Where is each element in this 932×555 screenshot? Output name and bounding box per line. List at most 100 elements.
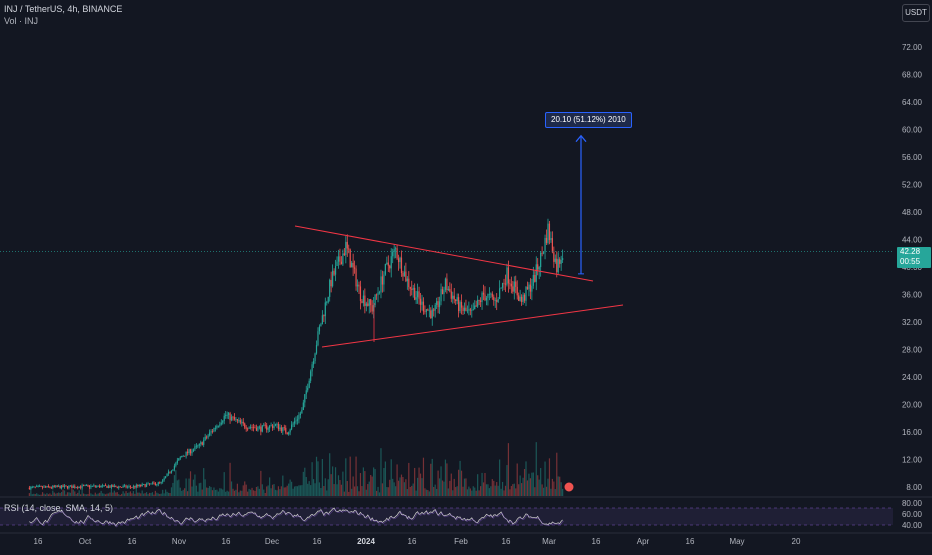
candle-body bbox=[233, 417, 236, 420]
candle-body bbox=[482, 292, 485, 295]
volume-bar bbox=[41, 492, 44, 496]
volume-bar bbox=[118, 494, 120, 496]
rsi-legend[interactable]: RSI (14, close, SMA, 14, 5) bbox=[4, 503, 114, 513]
volume-bar bbox=[207, 487, 209, 496]
volume-bar bbox=[178, 479, 180, 496]
candle-body bbox=[245, 427, 247, 429]
candle-body bbox=[330, 280, 332, 287]
volume-bar bbox=[456, 486, 458, 496]
candle-body bbox=[422, 301, 425, 312]
volume-bar bbox=[213, 487, 215, 496]
volume-bar bbox=[305, 476, 307, 496]
candle-body bbox=[364, 295, 366, 306]
candle-body bbox=[264, 424, 266, 426]
volume-bar bbox=[140, 493, 142, 496]
candle-body bbox=[304, 394, 306, 403]
volume-bar bbox=[131, 493, 133, 496]
candle-body bbox=[80, 486, 82, 488]
volume-bar bbox=[472, 486, 474, 496]
symbol-title[interactable]: INJ / TetherUS, 4h, BINANCE bbox=[4, 4, 123, 14]
candle-body bbox=[125, 485, 127, 488]
candle-body bbox=[368, 299, 370, 306]
volume-bar bbox=[128, 492, 130, 496]
candle-body bbox=[471, 309, 473, 311]
candle-body bbox=[195, 445, 197, 447]
volume-bar bbox=[497, 485, 499, 496]
candle-body bbox=[487, 294, 489, 298]
triangle-lower-trendline bbox=[321, 304, 624, 348]
volume-bar bbox=[380, 448, 382, 496]
candle-body bbox=[181, 456, 183, 458]
candle-body bbox=[277, 423, 280, 430]
bar-countdown: 00:55 bbox=[900, 257, 921, 266]
candle-body bbox=[481, 292, 483, 303]
volume-bar bbox=[540, 468, 542, 496]
candle-body bbox=[148, 483, 151, 485]
volume-bar bbox=[354, 486, 356, 496]
volume-bar bbox=[485, 484, 488, 496]
volume-bar bbox=[296, 486, 299, 496]
candle-body bbox=[500, 287, 502, 289]
candle-body bbox=[40, 486, 42, 487]
volume-bar bbox=[496, 482, 498, 496]
chart-legend: INJ / TetherUS, 4h, BINANCE Vol · INJ bbox=[4, 3, 122, 27]
candle-body bbox=[441, 289, 444, 295]
candle-body bbox=[312, 361, 315, 365]
volume-bar bbox=[176, 480, 178, 496]
volume-bar bbox=[349, 456, 351, 496]
candle-body bbox=[326, 302, 328, 304]
candle-body bbox=[455, 299, 457, 302]
volume-bar bbox=[314, 483, 316, 496]
volume-bar bbox=[266, 486, 268, 496]
candle-body bbox=[529, 284, 531, 292]
candle-body bbox=[201, 442, 203, 445]
candle-body bbox=[496, 300, 498, 302]
currency-button[interactable]: USDT bbox=[902, 4, 930, 22]
candle-body bbox=[99, 485, 101, 488]
volume-bar bbox=[115, 492, 117, 496]
volume-bar bbox=[285, 487, 287, 496]
volume-bar bbox=[61, 491, 63, 496]
volume-bar bbox=[135, 488, 137, 496]
volume-bar bbox=[263, 489, 265, 496]
candle-body bbox=[200, 442, 202, 444]
candle-body bbox=[342, 253, 344, 265]
candle-body bbox=[39, 486, 41, 487]
volume-bar bbox=[141, 490, 143, 496]
candle-body bbox=[257, 426, 259, 431]
volume-bar bbox=[396, 464, 398, 496]
candle-body bbox=[31, 486, 33, 488]
candle-body bbox=[425, 309, 427, 312]
volume-bar bbox=[468, 486, 470, 496]
volume-bar bbox=[545, 486, 548, 496]
volume-bar bbox=[326, 490, 328, 496]
candle-body bbox=[375, 294, 378, 296]
volume-bar bbox=[194, 474, 196, 496]
x-tick-label: Nov bbox=[172, 537, 186, 546]
volume-bar bbox=[43, 493, 45, 496]
volume-bar bbox=[446, 463, 448, 496]
volume-bar bbox=[459, 460, 461, 496]
rsi-tick-label: 80.00 bbox=[902, 499, 923, 508]
candle-body bbox=[59, 486, 61, 489]
volume-bar bbox=[400, 474, 403, 496]
candle-body bbox=[103, 485, 105, 486]
volume-bar bbox=[551, 478, 553, 496]
candle-body bbox=[378, 292, 381, 294]
volume-bar bbox=[548, 458, 551, 496]
candle-body bbox=[222, 420, 224, 423]
candle-body bbox=[65, 485, 67, 487]
volume-bar bbox=[219, 488, 221, 496]
volume-bar bbox=[370, 474, 372, 496]
candle-body bbox=[560, 259, 562, 264]
volume-bar bbox=[279, 489, 281, 496]
volume-bar bbox=[116, 492, 118, 496]
volume-bar bbox=[247, 491, 249, 496]
volume-bar bbox=[403, 482, 406, 496]
volume-bar bbox=[452, 490, 454, 496]
candle-body bbox=[283, 427, 285, 429]
candle-body bbox=[550, 238, 552, 241]
candle-body bbox=[377, 292, 379, 295]
